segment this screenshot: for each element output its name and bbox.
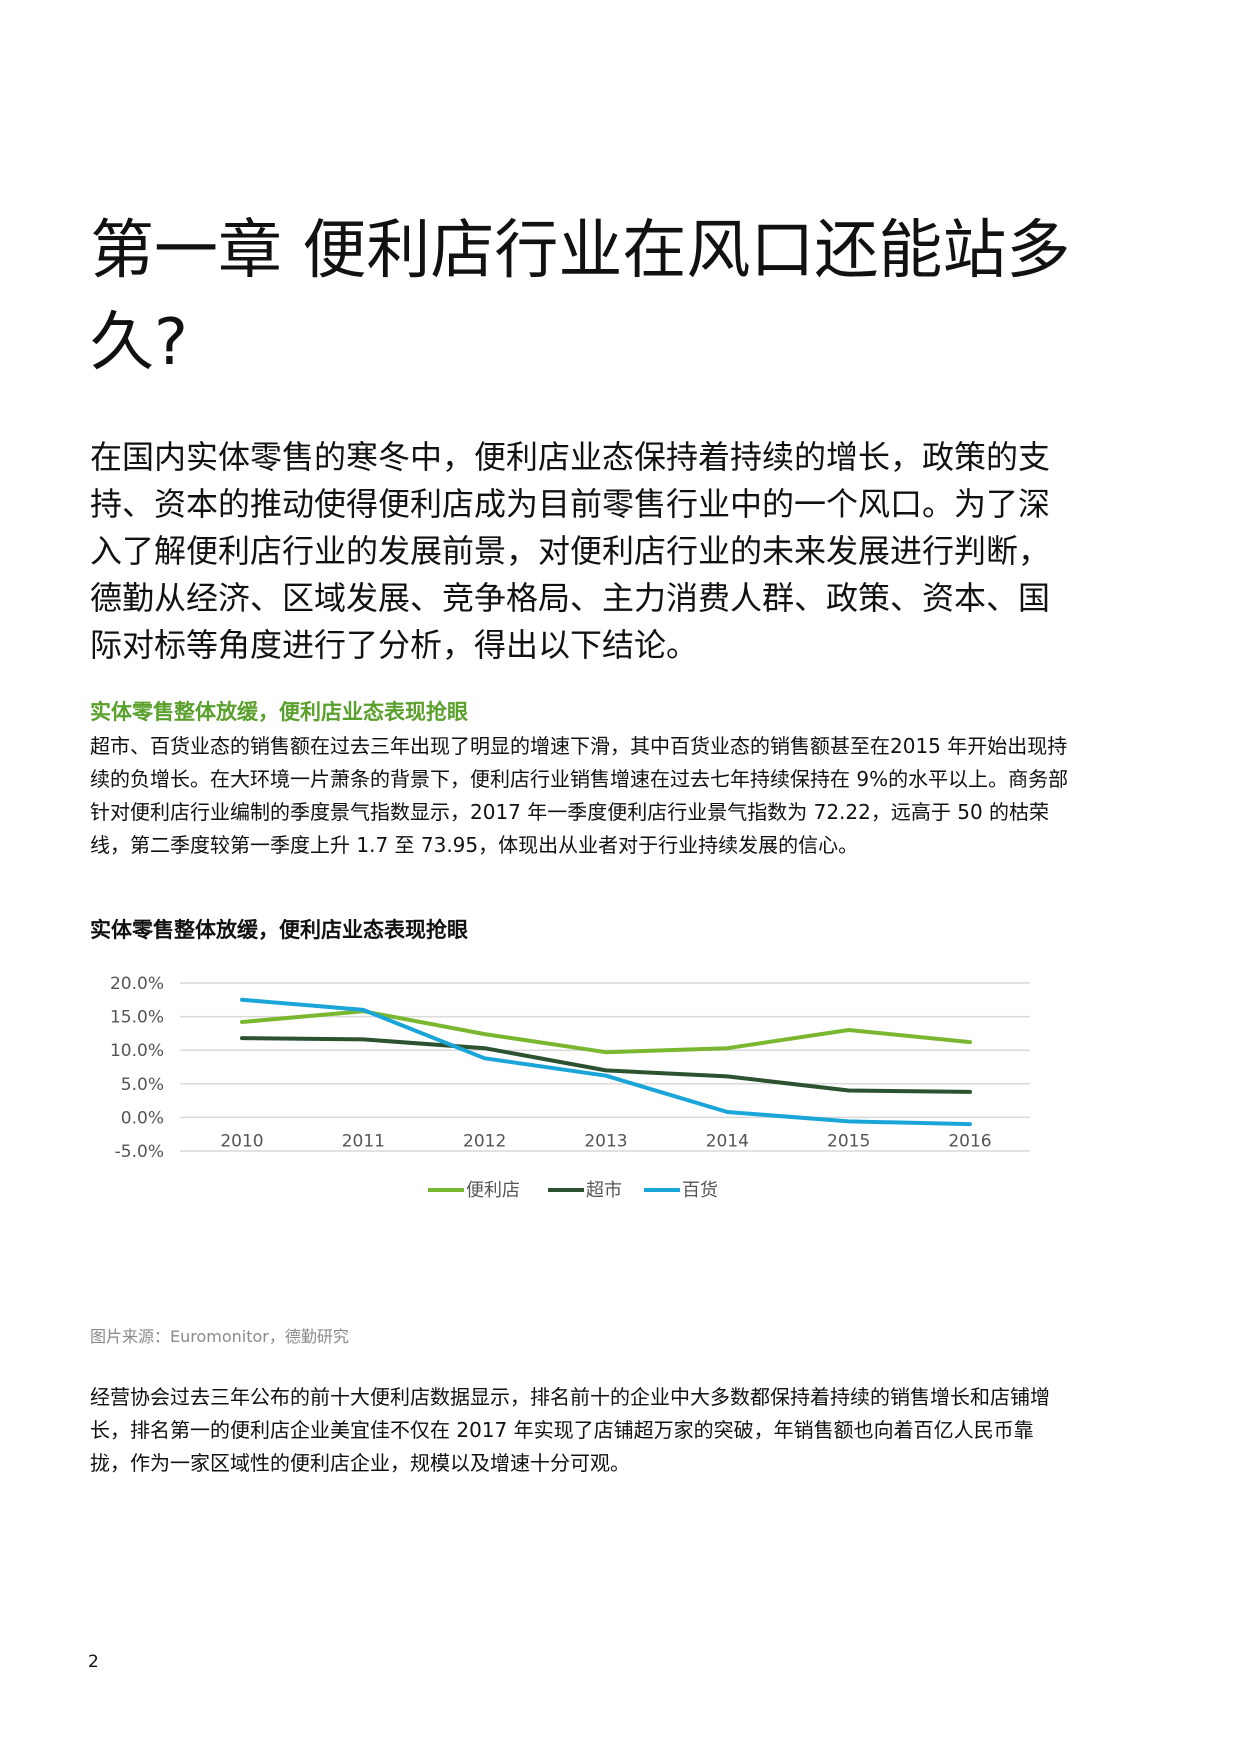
y-tick-label: 10.0%: [110, 1041, 164, 1061]
chapter-title: 第一章 便利店行业在风口还能站多久?: [90, 214, 1071, 380]
legend-label: 便利店: [466, 1180, 520, 1201]
y-tick-label: 15.0%: [110, 1008, 164, 1028]
y-tick-label: 0.0%: [121, 1108, 164, 1128]
legend-label: 超市: [586, 1180, 622, 1201]
chart-legend: 便利店 超市 百货: [428, 1180, 718, 1201]
intro-paragraph: 在国内实体零售的寒冬中，便利店业态保持着持续的增长，政策的支持、资本的推动使得便…: [90, 438, 1051, 664]
x-tick-label: 2014: [706, 1131, 749, 1151]
y-tick-label: 20.0%: [110, 974, 164, 994]
x-tick-label: 2010: [220, 1131, 263, 1151]
section-heading: 实体零售整体放缓，便利店业态表现抢眼: [90, 700, 468, 724]
series-line-百货: [240, 997, 972, 1127]
y-tick-label: 5.0%: [121, 1075, 164, 1095]
x-tick-label: 2011: [342, 1131, 385, 1151]
x-tick-label: 2016: [948, 1131, 991, 1151]
y-axis-ticks: 20.0% 15.0% 10.0% 5.0% 0.0% -5.0%: [110, 974, 164, 1162]
series-line-超市: [240, 1036, 972, 1094]
legend-label: 百货: [682, 1180, 718, 1201]
section-body: 超市、百货业态的销售额在过去三年出现了明显的增速下滑，其中百货业态的销售额甚至在…: [90, 734, 1069, 857]
line-chart: 20.0%15.0%10.0%5.0%0.0%-5.0% 2010 2011 201…: [110, 974, 1030, 1201]
y-tick-label: -5.0%: [115, 1142, 164, 1162]
page-number: 2: [88, 1652, 99, 1672]
chart-gridlines: [180, 982, 1030, 1152]
x-tick-label: 2015: [827, 1131, 870, 1151]
x-tick-label: 2012: [463, 1131, 506, 1151]
x-axis-ticks: 2010 2011 2012 2013 2014 2015 2016: [220, 1131, 991, 1151]
x-tick-label: 2013: [584, 1131, 627, 1151]
chart-series: [240, 997, 972, 1127]
image-source: 图片来源：Euromonitor，德勤研究: [90, 1327, 349, 1346]
chart-title: 实体零售整体放缓，便利店业态表现抢眼: [90, 918, 468, 942]
closing-paragraph: 经营协会过去三年公布的前十大便利店数据显示，排名前十的企业中大多数都保持着持续的…: [90, 1385, 1050, 1475]
